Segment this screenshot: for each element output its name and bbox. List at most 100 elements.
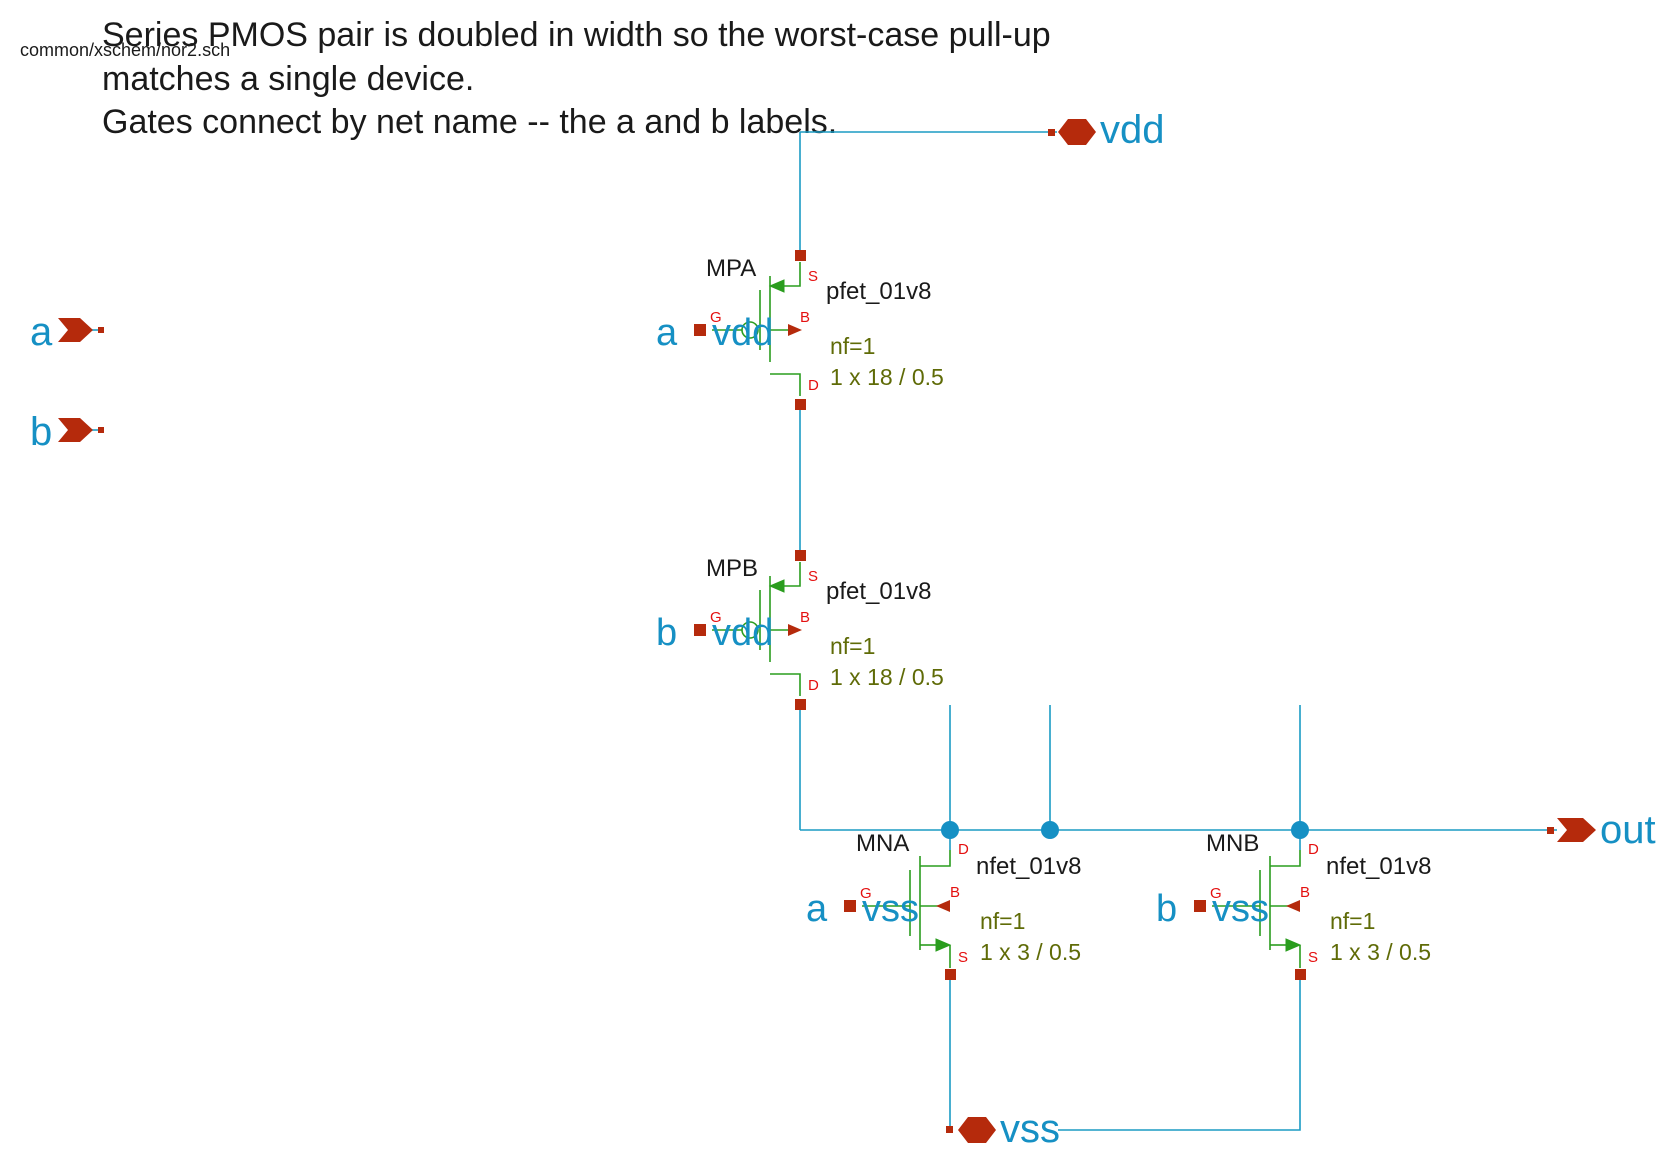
- port-vdd[interactable]: vdd: [1048, 108, 1165, 152]
- gate-pin-label: G: [1210, 885, 1222, 902]
- bulk-pin: [1286, 900, 1300, 912]
- port-vss[interactable]: vss: [946, 1107, 1060, 1151]
- input-port-icon: [58, 318, 93, 342]
- drain-pin-label: D: [958, 841, 969, 858]
- nmos-arrow-icon: [935, 938, 952, 952]
- device-id: MNB: [1206, 830, 1259, 857]
- port-pin: [98, 427, 104, 433]
- junction-dot: [1041, 821, 1059, 839]
- bulk-net-label: vss: [862, 888, 919, 930]
- device-mpa[interactable]: MPA S G B D pfet_01v8 nf=1 1 x 18 / 0.5 …: [656, 250, 944, 410]
- source-pin-label: S: [1308, 949, 1318, 966]
- bulk-net-label: vss: [1212, 888, 1269, 930]
- note-line-3: Gates connect by net name -- the a and b…: [102, 103, 837, 141]
- device-id: MNA: [856, 830, 909, 857]
- mpb-drain-lead: [770, 673, 801, 696]
- source-pin: [795, 250, 806, 261]
- port-pin: [98, 327, 104, 333]
- port-b-label: b: [30, 410, 52, 454]
- port-out[interactable]: out: [1547, 808, 1656, 852]
- bulk-net-label: vdd: [712, 612, 773, 654]
- mna-drain-lead: [920, 850, 951, 867]
- output-port-icon: [1557, 818, 1596, 842]
- bulk-pin-label: B: [800, 609, 810, 626]
- gate-pin: [1194, 900, 1206, 912]
- device-nf: nf=1: [830, 333, 875, 359]
- pmos-bubble-icon: [741, 621, 759, 639]
- gate-pin-label: G: [860, 885, 872, 902]
- device-model: pfet_01v8: [826, 278, 931, 305]
- port-pin: [1547, 827, 1554, 834]
- note-line-2: matches a single device.: [102, 60, 474, 98]
- wires: [92, 131, 1557, 1131]
- port-vss-label: vss: [1000, 1107, 1060, 1151]
- wire-mnb-vss: [1058, 980, 1301, 1131]
- bulk-net-label: vdd: [712, 312, 773, 354]
- device-nf: nf=1: [830, 633, 875, 659]
- device-nf: nf=1: [1330, 908, 1375, 934]
- device-mnb[interactable]: MNB D G B S nfet_01v8 nf=1 1 x 3 / 0.5 b…: [1156, 830, 1431, 980]
- pmos-bubble-icon: [741, 321, 759, 339]
- mpa-source-lead: [772, 262, 801, 287]
- gate-net-label: b: [656, 612, 677, 654]
- pmos-arrow-icon: [768, 279, 785, 293]
- input-port-icon: [58, 418, 93, 442]
- mpa-drain-lead: [770, 373, 801, 396]
- note-line-1: Series PMOS pair is doubled in width so …: [102, 16, 1051, 54]
- bulk-pin-label: B: [1300, 884, 1310, 901]
- port-vdd-label: vdd: [1100, 108, 1165, 152]
- source-pin: [795, 550, 806, 561]
- device-size: 1 x 18 / 0.5: [830, 664, 944, 690]
- gate-net-label: a: [656, 312, 678, 354]
- drain-pin-label: D: [808, 677, 819, 694]
- port-a[interactable]: a: [30, 310, 104, 354]
- mnb-drain-lead: [1270, 850, 1301, 867]
- drain-pin-label: D: [808, 377, 819, 394]
- port-a-label: a: [30, 310, 53, 354]
- gate-pin-label: G: [710, 309, 722, 326]
- junction-dot: [941, 821, 959, 839]
- device-model: nfet_01v8: [976, 853, 1081, 880]
- source-pin-label: S: [808, 568, 818, 585]
- gate-pin: [694, 324, 706, 336]
- gate-pin-label: G: [710, 609, 722, 626]
- gate-pin: [694, 624, 706, 636]
- drain-pin-label: D: [1308, 841, 1319, 858]
- device-id: MPB: [706, 555, 758, 582]
- nmos-arrow-icon: [1285, 938, 1302, 952]
- pmos-arrow-icon: [768, 579, 785, 593]
- gate-net-label: a: [806, 888, 828, 930]
- device-size: 1 x 3 / 0.5: [1330, 939, 1431, 965]
- junction-dot: [1291, 821, 1309, 839]
- port-b[interactable]: b: [30, 410, 104, 454]
- bulk-pin-label: B: [950, 884, 960, 901]
- bulk-pin: [788, 324, 802, 336]
- device-size: 1 x 18 / 0.5: [830, 364, 944, 390]
- gate-pin: [844, 900, 856, 912]
- device-model: pfet_01v8: [826, 578, 931, 605]
- source-pin-label: S: [808, 268, 818, 285]
- device-model: nfet_01v8: [1326, 853, 1431, 880]
- device-mna[interactable]: MNA D G B S nfet_01v8 nf=1 1 x 3 / 0.5 a…: [806, 830, 1081, 980]
- source-pin-label: S: [958, 949, 968, 966]
- device-size: 1 x 3 / 0.5: [980, 939, 1081, 965]
- source-pin: [945, 969, 956, 980]
- bulk-pin: [788, 624, 802, 636]
- bulk-pin: [936, 900, 950, 912]
- supply-port-icon: [1058, 119, 1096, 145]
- port-pin: [946, 1126, 953, 1133]
- port-pin: [1048, 129, 1055, 136]
- bulk-pin-label: B: [800, 309, 810, 326]
- gate-net-label: b: [1156, 888, 1177, 930]
- drain-pin: [795, 699, 806, 710]
- device-id: MPA: [706, 255, 756, 282]
- port-out-label: out: [1600, 808, 1656, 852]
- source-pin: [1295, 969, 1306, 980]
- file-path-label: common/xschem/nor2.sch: [20, 40, 230, 60]
- drain-pin: [795, 399, 806, 410]
- supply-port-icon: [958, 1117, 996, 1143]
- device-nf: nf=1: [980, 908, 1025, 934]
- mpb-source-lead: [772, 562, 801, 587]
- device-mpb[interactable]: MPB S G B D pfet_01v8 nf=1 1 x 18 / 0.5 …: [656, 550, 944, 710]
